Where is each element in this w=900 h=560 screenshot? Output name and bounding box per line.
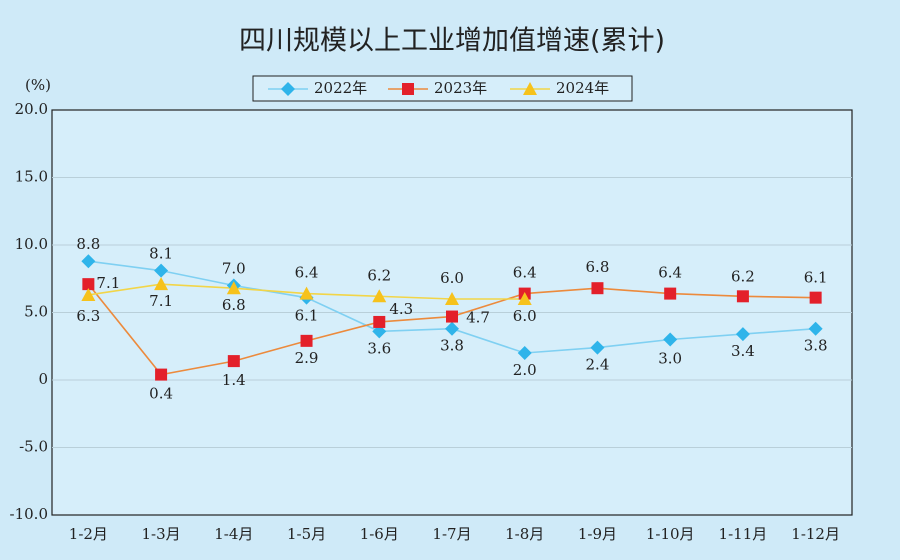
data-point <box>446 310 458 323</box>
chart-title: 四川规模以上工业增加值增速(累计) <box>239 26 665 57</box>
data-point <box>299 286 314 300</box>
y-tick-label: 0 <box>38 370 48 388</box>
data-label: 6.4 <box>658 264 682 282</box>
data-label: 6.4 <box>513 264 537 282</box>
y-tick-label: 15.0 <box>15 168 48 186</box>
legend-label: 2024年 <box>556 79 609 97</box>
data-point <box>372 289 387 303</box>
data-point <box>590 340 605 355</box>
x-tick-label: 1-7月 <box>432 525 471 543</box>
data-point <box>809 291 822 304</box>
data-label: 3.4 <box>731 342 755 360</box>
x-tick-label: 1-8月 <box>505 525 544 543</box>
data-point <box>664 287 677 300</box>
data-label: 2.9 <box>295 349 319 367</box>
data-label: 6.0 <box>440 269 464 287</box>
data-label: 7.1 <box>149 292 173 310</box>
data-label: 8.1 <box>149 245 173 263</box>
y-axis-unit: (%) <box>25 76 51 94</box>
data-label: 3.8 <box>440 337 464 355</box>
y-tick-label: 10.0 <box>15 235 48 253</box>
data-label: 3.8 <box>804 337 828 355</box>
data-point <box>300 334 313 347</box>
data-label: 2.0 <box>513 361 537 379</box>
data-point <box>226 281 241 295</box>
data-point <box>445 321 459 336</box>
data-label: 6.3 <box>76 307 100 325</box>
data-point <box>154 263 169 278</box>
data-label: 6.1 <box>295 307 319 325</box>
y-tick-label: -10.0 <box>10 505 48 523</box>
data-label: 2.4 <box>586 356 610 374</box>
legend-marker <box>523 82 537 95</box>
data-point <box>735 327 750 342</box>
data-point <box>517 292 532 305</box>
data-label: 1.4 <box>222 371 246 389</box>
x-tick-label: 1-9月 <box>578 525 617 543</box>
data-point <box>373 315 386 328</box>
x-tick-label: 1-11月 <box>719 525 768 543</box>
legend-marker <box>281 82 295 96</box>
data-label: 6.0 <box>513 307 537 325</box>
data-point <box>81 287 96 301</box>
x-tick-label: 1-2月 <box>69 525 108 543</box>
x-tick-label: 1-5月 <box>287 525 326 543</box>
legend-label: 2023年 <box>434 79 487 97</box>
data-point <box>82 278 95 291</box>
legend-box <box>252 75 633 102</box>
x-tick-label: 1-4月 <box>214 525 253 543</box>
data-label: 6.2 <box>367 266 391 284</box>
data-label: 3.6 <box>367 339 391 357</box>
data-label: 0.4 <box>149 385 173 403</box>
legend-label: 2022年 <box>314 79 367 97</box>
y-tick-label: 5.0 <box>24 303 48 321</box>
data-label: 6.8 <box>586 258 610 276</box>
data-point <box>445 292 459 305</box>
x-tick-label: 1-10月 <box>646 525 695 543</box>
data-label: 7.1 <box>96 274 120 292</box>
data-label: 6.8 <box>222 296 246 314</box>
y-tick-label: 20.0 <box>15 100 48 118</box>
data-point <box>227 355 240 368</box>
x-tick-label: 1-3月 <box>142 525 181 543</box>
y-tick-label: -5.0 <box>19 438 48 456</box>
x-tick-label: 1-6月 <box>360 525 399 543</box>
data-label: 3.0 <box>658 350 682 368</box>
data-label: 6.4 <box>295 264 319 282</box>
data-label: 8.8 <box>76 235 100 253</box>
data-point <box>517 346 532 360</box>
data-label: 4.3 <box>389 300 413 318</box>
data-point <box>154 277 169 291</box>
data-point <box>81 254 96 269</box>
data-label: 6.2 <box>731 267 755 285</box>
data-point <box>155 368 168 381</box>
data-label: 4.7 <box>466 309 490 327</box>
data-point <box>591 282 604 295</box>
data-label: 7.0 <box>222 260 246 278</box>
legend-marker <box>402 83 414 95</box>
data-point <box>736 290 749 303</box>
data-point <box>663 332 678 347</box>
data-label: 6.1 <box>804 269 828 287</box>
x-tick-label: 1-12月 <box>791 525 840 543</box>
data-point <box>808 321 823 336</box>
